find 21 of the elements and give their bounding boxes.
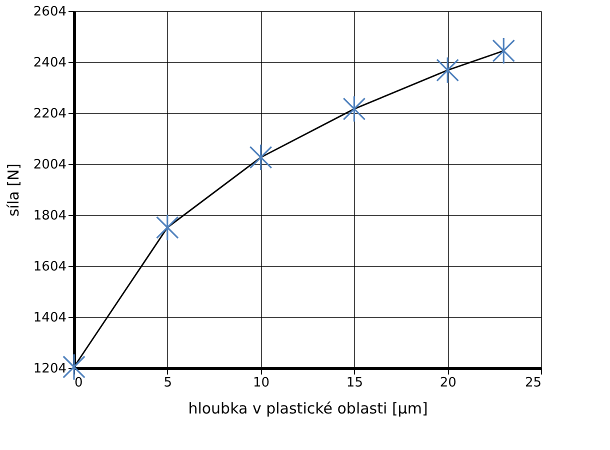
x-axis-title: hloubka v plastické oblasti [µm] [188,400,428,418]
x-tick-label: 25 [524,376,542,390]
y-tick-label: 2404 [33,56,66,70]
y-tick-label: 2604 [33,4,66,20]
x-tick-label: 15 [346,376,363,390]
x-tick-label: 5 [164,376,172,390]
y-tick-label: 2204 [33,106,66,122]
x-tick-label: 0 [74,376,83,390]
point [436,56,460,84]
point [342,95,366,122]
point [249,144,272,171]
x-tick-label: 20 [440,376,456,390]
x-tick-label: 10 [253,376,270,390]
y-tick-label: 2004 [33,158,66,172]
y-axis-title: síla [N] [4,163,22,217]
y-tick-label: 1604 [33,260,66,274]
y-tick-label: 1804 [33,208,66,224]
point [492,37,516,64]
point [156,214,179,242]
y-tick-label: 1404 [33,310,66,326]
y-tick-label: 1204 [33,362,66,376]
